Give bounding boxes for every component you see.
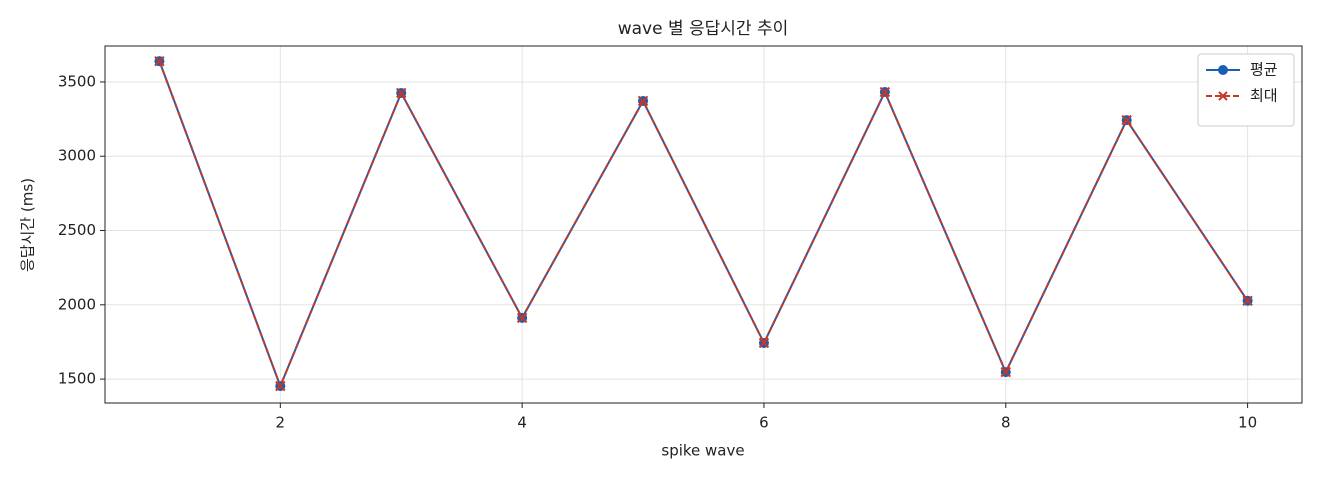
x-tick-label: 2 bbox=[276, 414, 286, 432]
marker bbox=[1242, 295, 1253, 306]
x-tick-label: 4 bbox=[517, 414, 527, 432]
marker bbox=[758, 337, 770, 349]
y-axis-label: 응답시간 (ms) bbox=[19, 178, 37, 272]
legend-label: 최대 bbox=[1250, 87, 1278, 105]
plot-frame bbox=[104, 45, 1303, 404]
legend-marker bbox=[1218, 91, 1228, 101]
legend-box bbox=[1197, 53, 1295, 127]
x-tick-label: 10 bbox=[1238, 414, 1257, 432]
y-tick-label: 2000 bbox=[58, 295, 96, 313]
legend-marker bbox=[1218, 65, 1228, 75]
marker bbox=[637, 95, 649, 107]
y-tick-label: 3000 bbox=[58, 147, 96, 165]
marker bbox=[516, 312, 528, 324]
y-tick-label: 1500 bbox=[58, 370, 96, 388]
marker bbox=[1121, 114, 1132, 126]
x-axis-label: spike wave bbox=[661, 442, 744, 460]
x-tick-label: 8 bbox=[1001, 414, 1011, 432]
marker bbox=[154, 55, 165, 67]
marker bbox=[1000, 366, 1011, 378]
legend-label: 평균 bbox=[1250, 61, 1278, 79]
y-tick-label: 2500 bbox=[58, 221, 96, 239]
y-tick-label: 3500 bbox=[58, 72, 96, 90]
series-line bbox=[158, 60, 1249, 389]
chart-title: wave 별 응답시간 추이 bbox=[618, 19, 789, 39]
marker bbox=[396, 87, 407, 99]
x-tick-label: 6 bbox=[759, 414, 769, 432]
marker bbox=[879, 86, 891, 98]
marker bbox=[275, 380, 286, 392]
series-line bbox=[158, 60, 1249, 389]
